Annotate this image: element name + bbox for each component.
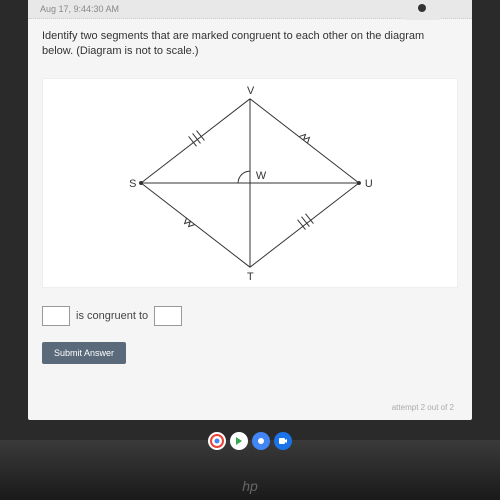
geometry-diagram: V S W U T [43, 79, 457, 287]
segment-input-1[interactable] [42, 306, 70, 326]
camera-lens [418, 4, 426, 12]
app-icon-blue[interactable] [252, 432, 270, 450]
arrow-vu [300, 134, 310, 143]
answer-row: is congruent to [28, 296, 472, 336]
angle-arc-w [238, 171, 250, 183]
label-s: S [129, 178, 136, 190]
label-u: U [365, 178, 373, 190]
problem-statement: Identify two segments that are marked co… [28, 19, 472, 70]
arrow-st [185, 217, 195, 226]
hp-logo: hp [242, 478, 258, 494]
edge-st [141, 183, 250, 267]
point-u [357, 181, 361, 185]
content-area: Aug 17, 9:44:30 AM Identify two segments… [28, 0, 472, 420]
label-w: W [256, 170, 267, 182]
label-v: V [247, 85, 255, 97]
edge-vs [141, 99, 250, 183]
play-icon[interactable] [230, 432, 248, 450]
edge-vu [250, 99, 359, 183]
shelf-icons [208, 432, 292, 450]
point-s [139, 181, 143, 185]
connector-text: is congruent to [76, 310, 148, 322]
chrome-shelf: hp [0, 440, 500, 500]
video-icon[interactable] [274, 432, 292, 450]
submit-button[interactable]: Submit Answer [42, 342, 126, 364]
camera-housing [402, 0, 442, 20]
chrome-icon[interactable] [208, 432, 226, 450]
edge-ut [250, 183, 359, 267]
diagram: V S W U T [42, 78, 458, 288]
label-t: T [247, 271, 254, 283]
attempt-counter: attempt 2 out of 2 [392, 403, 454, 412]
tickmarks-ut [298, 213, 314, 229]
segment-input-2[interactable] [154, 306, 182, 326]
